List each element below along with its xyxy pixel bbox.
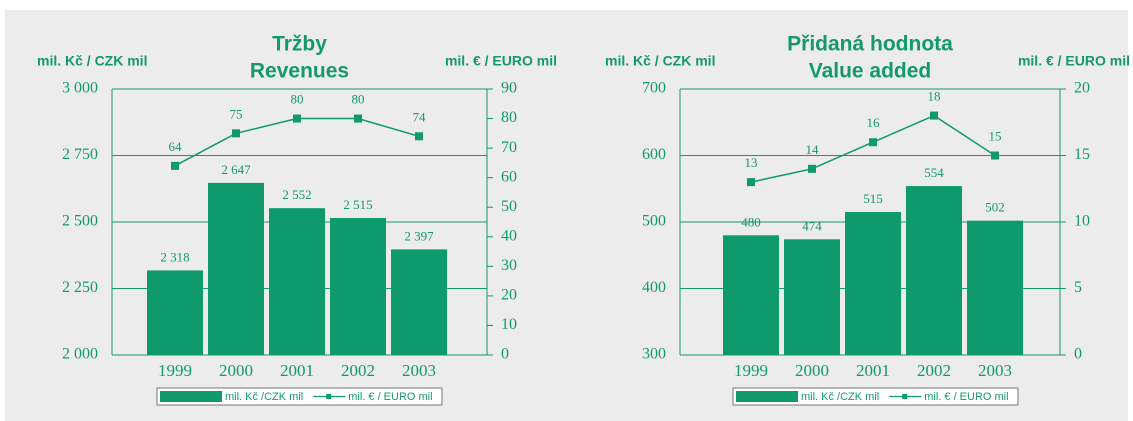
y2-tick-label: 80 <box>501 109 517 126</box>
data-label: 80 <box>291 92 304 107</box>
data-label: 13 <box>745 155 758 170</box>
y-tick-label: 300 <box>642 346 666 363</box>
line-marker <box>232 129 240 138</box>
y2-tick-label: 90 <box>501 80 517 97</box>
legend-swatch <box>736 391 798 402</box>
line-marker <box>747 178 755 187</box>
bar <box>784 239 840 355</box>
y2-tick-label: 10 <box>501 316 517 333</box>
x-tick-label: 2001 <box>856 361 890 380</box>
legend-marker <box>902 394 908 399</box>
data-label: 2 515 <box>343 197 372 212</box>
line-marker <box>415 132 423 141</box>
x-tick-label: 1999 <box>734 361 768 380</box>
data-label: 16 <box>867 115 881 130</box>
legend-box <box>156 387 443 406</box>
chart-title: Přidaná hodnota <box>787 33 953 56</box>
bar <box>391 249 447 355</box>
y-axis-title: mil. Kč / CZK mil <box>37 53 147 69</box>
y2-axis-title: mil. € / EURO mil <box>1018 53 1130 69</box>
x-tick-label: 2000 <box>795 361 829 380</box>
y-axis-title: mil. Kč / CZK mil <box>605 53 715 69</box>
line-marker <box>930 111 938 120</box>
data-label: 480 <box>741 214 761 229</box>
line-marker <box>171 161 179 170</box>
data-label: 75 <box>230 106 243 121</box>
y2-tick-label: 20 <box>1074 80 1090 97</box>
y-tick-label: 2 500 <box>62 213 98 230</box>
y2-tick-label: 60 <box>501 168 517 185</box>
x-tick-label: 2002 <box>917 361 951 380</box>
y-tick-label: 3 000 <box>62 80 98 97</box>
chart-subtitle: Value added <box>809 60 932 83</box>
x-tick-label: 1999 <box>158 361 192 380</box>
line-marker <box>354 114 362 123</box>
x-tick-label: 2003 <box>402 361 436 380</box>
bar <box>845 212 901 355</box>
bar <box>208 182 264 355</box>
line-marker <box>991 151 999 160</box>
legend-swatch <box>160 391 222 402</box>
data-label: 74 <box>413 109 427 124</box>
y2-tick-label: 20 <box>501 287 517 304</box>
data-label: 80 <box>352 92 365 107</box>
y2-tick-label: 15 <box>1074 146 1090 163</box>
line-marker <box>869 138 877 147</box>
legend-label: mil. € / EURO mil <box>348 391 432 403</box>
legend-label: mil. Kč /CZK mil <box>225 391 303 403</box>
y-tick-label: 500 <box>642 213 666 230</box>
line-marker <box>293 114 301 123</box>
y2-tick-label: 50 <box>501 198 517 215</box>
data-label: 18 <box>928 89 941 104</box>
data-label: 2 318 <box>160 249 189 264</box>
bar <box>906 186 962 355</box>
chart-subtitle: Revenues <box>250 60 349 83</box>
y2-tick-label: 0 <box>501 346 509 363</box>
data-label: 15 <box>989 128 1002 143</box>
legend-box <box>732 387 1019 406</box>
y2-tick-label: 40 <box>501 227 517 244</box>
y-tick-label: 700 <box>642 80 666 97</box>
y2-tick-label: 0 <box>1074 346 1082 363</box>
y2-tick-label: 30 <box>501 257 517 274</box>
y2-axis-title: mil. € / EURO mil <box>445 53 557 69</box>
data-label: 2 397 <box>404 228 434 243</box>
bar <box>330 218 386 355</box>
bar <box>147 270 203 355</box>
data-label: 515 <box>863 191 883 206</box>
x-tick-label: 2002 <box>341 361 375 380</box>
bar <box>723 235 779 355</box>
bar <box>269 208 325 355</box>
data-label: 502 <box>985 200 1005 215</box>
data-label: 64 <box>169 139 183 154</box>
data-label: 554 <box>924 165 944 180</box>
y-tick-label: 2 250 <box>62 279 98 296</box>
data-label: 2 552 <box>282 187 311 202</box>
data-label: 14 <box>806 142 820 157</box>
y-tick-label: 400 <box>642 279 666 296</box>
x-tick-label: 2000 <box>219 361 253 380</box>
chart-title: Tržby <box>272 33 327 56</box>
legend-marker <box>326 394 332 399</box>
y-tick-label: 2 750 <box>62 146 98 163</box>
data-label: 474 <box>802 218 822 233</box>
x-tick-label: 2001 <box>280 361 314 380</box>
y2-tick-label: 70 <box>501 139 517 156</box>
y-tick-label: 2 000 <box>62 346 98 363</box>
y2-tick-label: 10 <box>1074 213 1090 230</box>
bar <box>967 220 1023 355</box>
y2-tick-label: 5 <box>1074 279 1082 296</box>
legend-label: mil. € / EURO mil <box>924 391 1008 403</box>
data-label: 2 647 <box>221 162 251 177</box>
legend-label: mil. Kč /CZK mil <box>801 391 879 403</box>
x-tick-label: 2003 <box>978 361 1012 380</box>
y-tick-label: 600 <box>642 146 666 163</box>
line-marker <box>808 164 816 173</box>
